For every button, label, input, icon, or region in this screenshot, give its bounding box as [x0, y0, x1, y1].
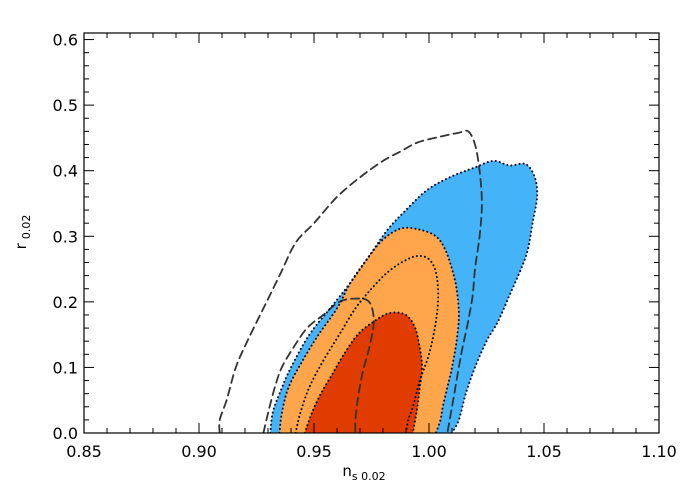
axis-ticks	[83, 33, 660, 434]
x-tick-labels: 0.85 0.90 0.95 1.00 1.05 1.10	[66, 442, 677, 461]
y-tick-label: 0.0	[53, 424, 78, 443]
x-tick-label: 0.85	[66, 442, 102, 461]
contour-lines	[218, 129, 539, 433]
contour-dotted-inner	[294, 254, 440, 433]
contour-dotted-orange	[278, 226, 460, 433]
y-tick-label: 0.3	[53, 227, 78, 246]
x-tick-label: 0.95	[296, 442, 332, 461]
y-axis-label-main: r	[12, 242, 30, 249]
x-tick-label: 1.00	[411, 442, 447, 461]
y-tick-label: 0.2	[53, 293, 78, 312]
y-tick-label: 0.4	[53, 162, 78, 181]
contour-dashed-small	[262, 297, 375, 433]
plot-frame	[83, 32, 660, 434]
x-tick-label: 1.05	[526, 442, 562, 461]
contour-regions	[270, 160, 538, 433]
y-tick-label: 0.1	[53, 358, 78, 377]
x-tick-label: 0.90	[181, 442, 217, 461]
y-tick-label: 0.6	[53, 31, 78, 50]
y-tick-label: 0.5	[53, 96, 78, 115]
contour-dotted-outer	[269, 159, 539, 433]
contour-dashed-large	[218, 129, 483, 433]
x-axis-label: ns 0.02	[342, 462, 385, 483]
y-tick-labels: 0.0 0.1 0.2 0.3 0.4 0.5 0.6	[53, 31, 78, 443]
x-axis-label-sub: s 0.02	[352, 470, 386, 483]
x-tick-label: 1.10	[641, 442, 677, 461]
x-axis-label-main: n	[342, 462, 352, 480]
contour-dotted-red	[303, 311, 424, 433]
y-axis-label-sub: 0.02	[20, 215, 33, 240]
y-axis-label: r 0.02	[12, 215, 33, 250]
